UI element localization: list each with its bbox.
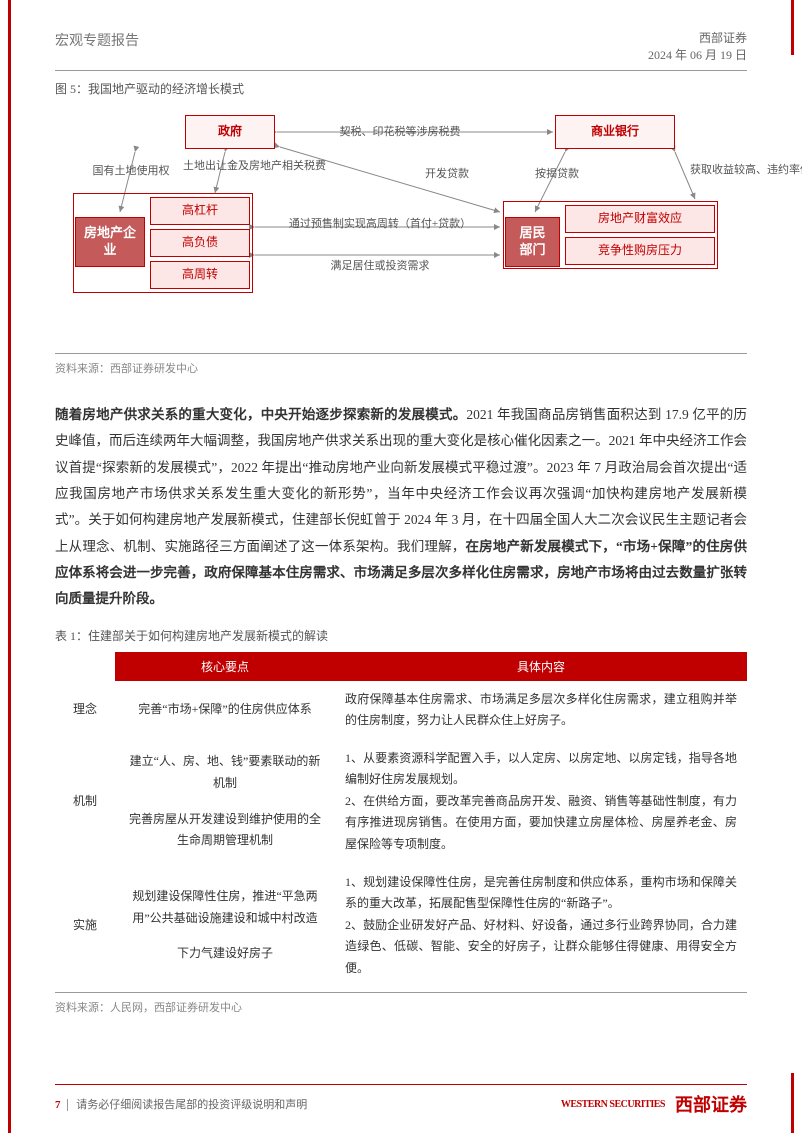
node-commercial-bank: 商业银行 — [555, 115, 675, 149]
footer-left: 7 请务必仔细阅读报告尾部的投资评级说明和声明 — [55, 1096, 307, 1112]
table-title: 表 1：住建部关于如何构建房地产发展新模式的解读 — [55, 627, 747, 644]
th-key-points: 核心要点 — [115, 652, 335, 681]
node-high-leverage: 高杠杆 — [150, 197, 250, 225]
cell-point: 规划建设保障性住房，推进“平急两用”公共基础设施建设和城中村改造 下力气建设好房… — [115, 864, 335, 988]
table-row: 机制 建立“人、房、地、钱”要素联动的新机制 完善房屋从开发建设到维护使用的全生… — [55, 740, 747, 864]
label-land-fee: 土地出让金及房地产相关税费 — [183, 157, 293, 173]
label-land-right: 国有土地使用权 — [91, 162, 171, 178]
header-firm: 西部证券 — [648, 30, 747, 47]
header-report-type: 宏观专题报告 — [55, 30, 139, 64]
footer-logo: WESTERN SECURITIES 西部证券 — [561, 1091, 747, 1117]
th-details: 具体内容 — [335, 652, 747, 681]
node-resident-sector: 居民部门 — [505, 217, 560, 267]
cell-category: 机制 — [55, 740, 115, 864]
header-date: 2024 年 06 月 19 日 — [648, 47, 747, 64]
header-right: 西部证券 2024 年 06 月 19 日 — [648, 30, 747, 64]
node-real-estate-enterprise: 房地产企业 — [75, 217, 145, 267]
cell-category: 理念 — [55, 681, 115, 740]
cell-content: 1、规划建设保障性住房，是完善住房制度和供应体系，重构市场和保障关系的重大改革，… — [335, 864, 747, 988]
node-high-debt: 高负债 — [150, 229, 250, 257]
cell-point-b: 完善房屋从开发建设到维护使用的全生命周期管理机制 — [125, 809, 325, 852]
label-bank-asset: 获取收益较高、违约率低的优质资产 — [690, 163, 802, 178]
node-high-turnover: 高周转 — [150, 261, 250, 289]
label-tax: 契税、印花税等涉房税费 — [310, 123, 490, 139]
cell-point: 完善“市场+保障”的住房供应体系 — [115, 681, 335, 740]
label-dev-loan: 开发贷款 — [425, 165, 469, 181]
cell-point-b: 下力气建设好房子 — [125, 943, 325, 965]
cell-point: 建立“人、房、地、钱”要素联动的新机制 完善房屋从开发建设到维护使用的全生命周期… — [115, 740, 335, 864]
th-blank — [55, 652, 115, 681]
para-lead-bold: 随着房地产供求关系的重大变化，中央开始逐步探索新的发展模式。 — [55, 407, 466, 422]
node-wealth-effect: 房地产财富效应 — [565, 205, 715, 233]
page-border-bottom-right — [791, 1073, 794, 1133]
page-footer: 7 请务必仔细阅读报告尾部的投资评级说明和声明 WESTERN SECURITI… — [55, 1084, 747, 1117]
cell-content: 政府保障基本住房需求、市场满足多层次多样化住房需求，建立租购并举的住房制度，努力… — [335, 681, 747, 740]
table-source: 资料来源：人民网，西部证券研发中心 — [55, 992, 747, 1015]
figure-source: 资料来源：西部证券研发中心 — [55, 353, 747, 376]
table-row: 理念 完善“市场+保障”的住房供应体系 政府保障基本住房需求、市场满足多层次多样… — [55, 681, 747, 740]
cell-point-a: 规划建设保障性住房，推进“平急两用”公共基础设施建设和城中村改造 — [125, 886, 325, 929]
logo-cn-text: 西部证券 — [675, 1091, 747, 1117]
node-purchase-pressure: 竞争性购房压力 — [565, 237, 715, 265]
cell-point-a: 建立“人、房、地、钱”要素联动的新机制 — [125, 751, 325, 794]
para-mid: 2021 年我国商品房销售面积达到 17.9 亿平的历史峰值，而后连续两年大幅调… — [55, 407, 747, 554]
content-area: 图 5：我国地产驱动的经济增长模式 政府 商业银行 房地产企业 高杠杆 高负债 … — [55, 80, 747, 1041]
table-row: 实施 规划建设保障性住房，推进“平急两用”公共基础设施建设和城中村改造 下力气建… — [55, 864, 747, 988]
figure-title: 图 5：我国地产驱动的经济增长模式 — [55, 80, 747, 97]
page-header: 宏观专题报告 西部证券 2024 年 06 月 19 日 — [55, 30, 747, 71]
label-mortgage: 按揭贷款 — [535, 165, 579, 181]
logo-mark: WESTERN SECURITIES — [561, 1099, 665, 1110]
footer-disclaimer: 请务必仔细阅读报告尾部的投资评级说明和声明 — [76, 1099, 307, 1111]
page-number: 7 — [55, 1099, 68, 1111]
node-government: 政府 — [185, 115, 275, 149]
cell-content: 1、从要素资源科学配置入手，以人定房、以房定地、以房定钱，指导各地编制好住房发展… — [335, 740, 747, 864]
policy-table: 核心要点 具体内容 理念 完善“市场+保障”的住房供应体系 政府保障基本住房需求… — [55, 652, 747, 988]
body-paragraph: 随着房地产供求关系的重大变化，中央开始逐步探索新的发展模式。2021 年我国商品… — [55, 402, 747, 613]
label-demand: 满足居住或投资需求 — [300, 257, 460, 273]
page-border-left — [8, 0, 11, 1133]
cell-category: 实施 — [55, 864, 115, 988]
label-presale: 通过预售制实现高周转（首付+贷款） — [280, 215, 480, 231]
page-border-right — [791, 0, 794, 55]
figure-diagram: 政府 商业银行 房地产企业 高杠杆 高负债 高周转 居民部门 房地产财富效应 竞… — [55, 107, 747, 347]
logo-en-text: WESTERN SECURITIES — [561, 1099, 665, 1110]
